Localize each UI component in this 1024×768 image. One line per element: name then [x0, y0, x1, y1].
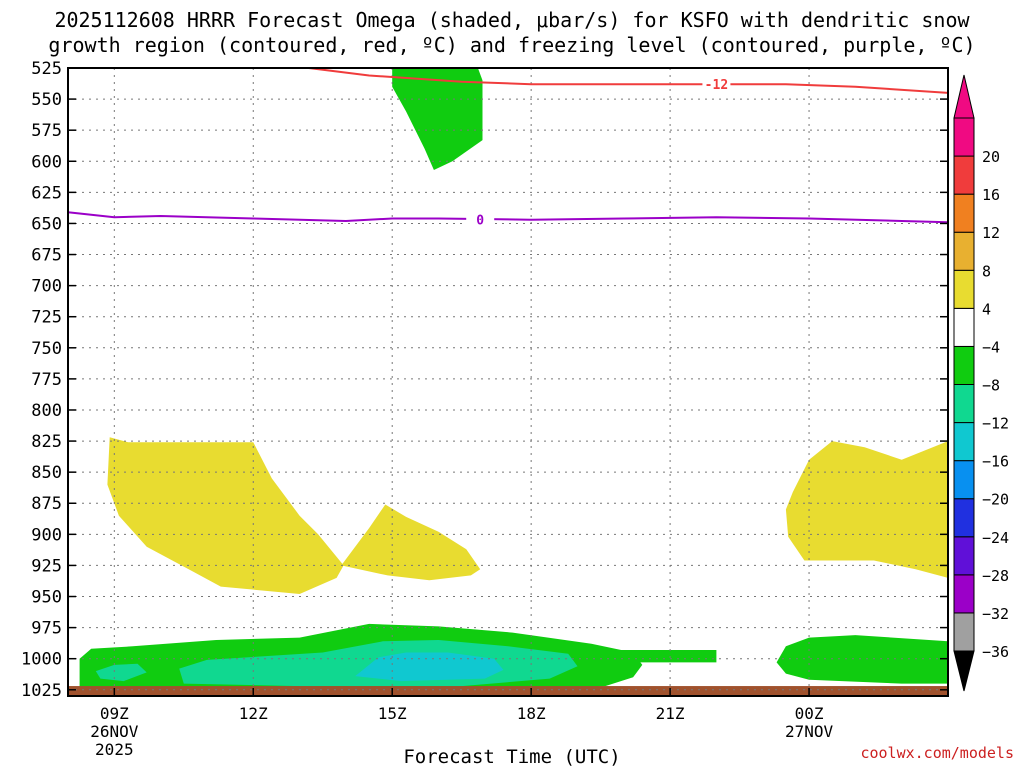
x-axis-label: Forecast Time (UTC): [403, 746, 621, 768]
contour-freezing level 0 C: [67, 211, 949, 224]
colorbar-label: −12: [982, 415, 1009, 433]
x-tick-label: 00Z: [795, 704, 824, 723]
x-tick-year: 2025: [95, 740, 134, 759]
y-tick-label: 900: [31, 525, 62, 545]
y-tick-label: 550: [31, 90, 62, 110]
colorbar-bin: [953, 574, 975, 614]
omega-fills: [68, 68, 948, 696]
credit-link[interactable]: coolwx.com/models: [860, 744, 1014, 762]
y-axis: 525 550 575 600 625 650 675 700 725 750 775 800 825 8…: [21, 59, 948, 701]
y-tick-label: 725: [31, 308, 62, 328]
colorbar-label: 16: [982, 186, 1000, 204]
colorbar-bin: [953, 498, 975, 538]
colorbar-label: −4: [982, 338, 1000, 356]
y-tick-label: 525: [31, 59, 62, 79]
contour-label-bg: [466, 211, 495, 228]
colorbar-top-arrow: [953, 74, 975, 119]
colorbar-label: 20: [982, 148, 1000, 166]
contour-lines: -12 0: [67, 67, 949, 229]
y-tick-label: 600: [31, 152, 62, 172]
x-tick-label: 12Z: [239, 704, 268, 723]
colorbar-bin: [953, 155, 975, 195]
colorbar-label: 8: [982, 262, 991, 280]
y-tick-label: 650: [31, 214, 62, 234]
colorbar-bin: [953, 269, 975, 309]
chart-title-line2: growth region (contoured, red, ºC) and f…: [48, 33, 976, 57]
ground-strip: [68, 686, 948, 696]
colorbar-bin: [953, 193, 975, 233]
y-tick-label: 625: [31, 183, 62, 203]
y-tick-label: 750: [31, 339, 62, 359]
grid-lines: [68, 68, 948, 696]
colorbar-bin: [953, 422, 975, 462]
contour-dendritic -12 C: [308, 67, 949, 94]
x-tick-label: 18Z: [517, 704, 546, 723]
x-tick-label: 09Z: [100, 704, 129, 723]
omega-region-upper-green: [392, 68, 483, 170]
colorbar-label: −8: [982, 377, 1000, 395]
y-tick-label: 1000: [21, 650, 62, 670]
y-tick-label: 775: [31, 370, 62, 390]
omega-region-teal-left-dot: [95, 663, 147, 682]
contour-label: -12: [705, 78, 728, 93]
colorbar-label: −20: [982, 491, 1009, 509]
y-tick-label: 950: [31, 588, 62, 608]
colorbar-bin: [953, 384, 975, 424]
y-tick-label: 825: [31, 432, 62, 452]
colorbar: −36 −32 −28 −24 −20 −16 −12 −8 −4 4 8 12 16 20: [953, 74, 1009, 692]
colorbar-label: −16: [982, 453, 1009, 471]
colorbar-bin: [953, 345, 975, 385]
colorbar-label: −32: [982, 605, 1009, 623]
omega-region-yellow-left: [107, 437, 344, 594]
colorbar-label: −24: [982, 529, 1009, 547]
y-tick-label: 875: [31, 494, 62, 514]
y-tick-label: 575: [31, 121, 62, 141]
y-tick-label: 1025: [21, 681, 62, 701]
x-tick-date: 27NOV: [785, 722, 834, 741]
omega-region-yellow-mid: [341, 504, 481, 581]
colorbar-label: −36: [982, 643, 1009, 661]
colorbar-bin: [953, 612, 975, 652]
plot-frame: [67, 67, 949, 697]
colorbar-bin: [953, 307, 975, 347]
chart-title-line1: 2025112608 HRRR Forecast Omega (shaded, …: [54, 8, 970, 32]
contour-label-bg: [702, 76, 731, 93]
colorbar-label: −28: [982, 567, 1009, 585]
colorbar-bin: [953, 117, 975, 157]
colorbar-bin: [953, 460, 975, 500]
x-tick-label: 21Z: [656, 704, 685, 723]
y-tick-label: 975: [31, 619, 62, 639]
omega-region-green-right-low: [776, 635, 948, 684]
y-tick-label: 925: [31, 556, 62, 576]
colorbar-bin: [953, 231, 975, 271]
colorbar-label: 4: [982, 300, 991, 318]
omega-region-green-strip: [577, 650, 717, 663]
y-tick-label: 850: [31, 463, 62, 483]
y-tick-label: 800: [31, 401, 62, 421]
x-tick-date: 26NOV: [90, 722, 139, 741]
omega-region-cyan-core: [355, 652, 504, 682]
colorbar-bin: [953, 536, 975, 576]
colorbar-bottom-arrow: [953, 650, 975, 692]
y-tick-label: 700: [31, 277, 62, 297]
omega-region-yellow-right: [785, 441, 948, 578]
contour-label: 0: [476, 214, 484, 229]
y-tick-label: 675: [31, 246, 62, 266]
colorbar-label: 12: [982, 224, 1000, 242]
x-tick-label: 15Z: [378, 704, 407, 723]
